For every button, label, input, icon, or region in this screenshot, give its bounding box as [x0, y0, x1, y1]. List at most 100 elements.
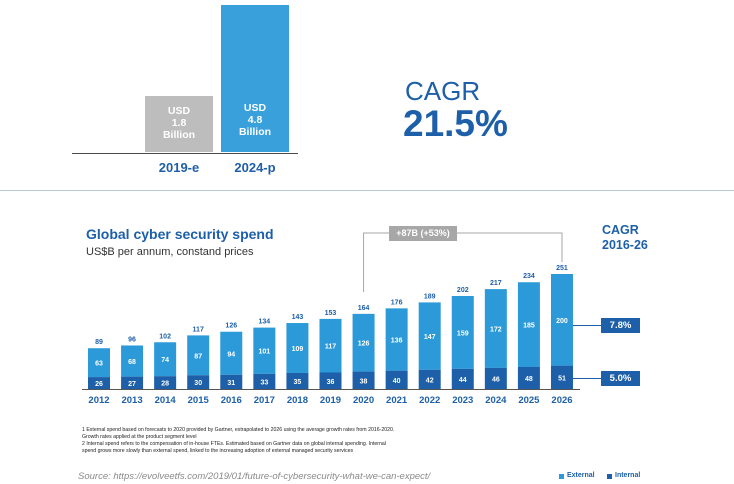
annotation-bracket-right	[457, 232, 563, 262]
label-internal-2022: 42	[426, 377, 434, 384]
bar-internal-2021	[385, 370, 408, 389]
label-external-2026: 200	[556, 318, 568, 325]
label-external-2014: 74	[161, 357, 169, 364]
label-internal-2016: 31	[227, 380, 235, 387]
x-tick-2016: 2016	[221, 395, 242, 406]
bar-internal-2013	[121, 376, 144, 389]
x-tick-2026: 2026	[551, 395, 572, 406]
bar-internal-2012	[88, 377, 110, 389]
label-total-2023: 202	[457, 287, 469, 294]
label-external-2021: 136	[391, 338, 403, 345]
label-internal-2025: 48	[525, 376, 533, 383]
label-external-2024: 172	[490, 327, 502, 334]
label-internal-2013: 27	[128, 381, 136, 388]
label-external-2023: 159	[457, 330, 469, 337]
bar-external-2015	[187, 335, 210, 376]
bar-external-2018	[286, 323, 309, 373]
label-external-2015: 87	[194, 353, 202, 360]
label-total-2016: 126	[225, 323, 237, 330]
cagr-external-box: 7.8%	[601, 318, 640, 333]
x-tick-2017: 2017	[254, 395, 275, 406]
bar-internal-2019	[319, 372, 342, 389]
label-total-2019: 153	[325, 310, 337, 317]
label-total-2020: 164	[358, 305, 370, 312]
bar-internal-2017	[253, 373, 276, 389]
bar-internal-2025	[517, 367, 540, 389]
label-internal-2018: 35	[294, 379, 302, 386]
bar-internal-2026	[550, 365, 573, 389]
x-tick-2018: 2018	[287, 395, 308, 406]
x-tick-2023: 2023	[452, 395, 473, 406]
label-external-2025: 185	[523, 323, 535, 330]
legend-label-internal: Internal	[615, 472, 641, 479]
label-total-2025: 234	[523, 273, 535, 280]
chart-subtitle: US$B per annum, constand prices	[86, 246, 254, 258]
bar-internal-2016	[220, 374, 243, 389]
label-internal-2021: 40	[393, 378, 401, 385]
bar-internal-2023	[451, 368, 474, 389]
top-baseline	[72, 153, 298, 154]
label-external-2020: 126	[358, 341, 370, 348]
label-internal-2015: 30	[194, 380, 202, 387]
bar-2019-label: USD 1.8 Billion	[162, 105, 196, 141]
label-internal-2017: 33	[260, 379, 268, 386]
label-internal-2012: 26	[95, 381, 103, 388]
bar-internal-2022	[418, 369, 441, 389]
bar-2024-label: USD 4.8 Billion	[238, 102, 272, 138]
label-external-2012: 63	[95, 361, 103, 368]
cagr-period-title: CAGR 2016-26	[602, 223, 648, 252]
label-total-2021: 176	[391, 299, 403, 306]
growth-annotation: +87B (+53%)	[389, 226, 457, 241]
label-external-2019: 117	[325, 344, 336, 351]
cagr-label: CAGR	[405, 76, 481, 106]
legend-label-external: External	[567, 472, 595, 479]
bar-external-2014	[154, 342, 177, 377]
top-bar-chart: USD 1.8 Billion USD 4.8 Billion 2019-e 2…	[0, 0, 734, 185]
legend: External Internal	[559, 472, 659, 482]
label-internal-2023: 44	[459, 377, 467, 384]
label-total-2024: 217	[490, 280, 502, 287]
label-total-2013: 96	[128, 336, 136, 343]
top-year-2019: 2019-e	[158, 160, 200, 175]
bar-external-2019	[319, 318, 342, 373]
label-total-2015: 117	[193, 326, 204, 333]
bar-2024: USD 4.8 Billion	[221, 5, 289, 152]
label-total-2026: 251	[556, 265, 568, 272]
bar-internal-2015	[187, 375, 210, 389]
bar-external-2017	[253, 327, 276, 374]
bar-external-2013	[121, 345, 144, 377]
x-tick-2025: 2025	[518, 395, 540, 406]
bar-external-2016	[220, 331, 243, 375]
bar-2019: USD 1.8 Billion	[145, 96, 213, 152]
x-tick-2021: 2021	[386, 395, 408, 406]
x-tick-2022: 2022	[419, 395, 440, 406]
label-total-2014: 102	[159, 333, 171, 340]
bar-internal-2018	[286, 372, 309, 389]
legend-swatch-external	[559, 474, 564, 479]
x-tick-2019: 2019	[320, 395, 341, 406]
bar-external-2024	[484, 289, 507, 368]
cagr-internal-box: 5.0%	[601, 371, 640, 386]
label-internal-2024: 46	[492, 376, 500, 383]
x-tick-2012: 2012	[88, 395, 109, 406]
bar-external-2020	[352, 313, 375, 372]
section-divider	[0, 190, 734, 191]
x-tick-2020: 2020	[353, 395, 374, 406]
x-tick-2024: 2024	[485, 395, 507, 406]
label-total-2022: 189	[424, 293, 436, 300]
top-year-2024: 2024-p	[234, 160, 276, 175]
x-tick-2013: 2013	[121, 395, 142, 406]
bar-external-2023	[451, 295, 474, 369]
legend-swatch-internal	[607, 474, 612, 479]
label-internal-2020: 38	[360, 378, 368, 385]
bar-external-2026	[550, 273, 573, 366]
label-external-2018: 109	[292, 346, 304, 353]
bar-external-2025	[517, 282, 540, 368]
bar-internal-2020	[352, 371, 375, 389]
label-total-2017: 134	[259, 319, 271, 326]
chart-title: Global cyber security spend	[86, 226, 274, 242]
label-total-2018: 143	[292, 314, 304, 321]
footnotes: 1 External spend based on forecasts to 2…	[82, 427, 395, 454]
bar-external-2021	[385, 308, 408, 371]
